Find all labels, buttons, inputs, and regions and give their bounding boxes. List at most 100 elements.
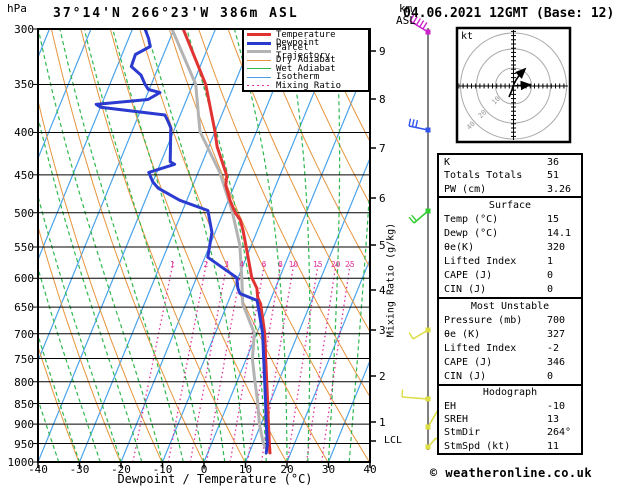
pressure-tick-label: 650 bbox=[14, 301, 34, 315]
table-row: StmDir 264° bbox=[439, 426, 581, 439]
table-row-label: PW (cm) bbox=[444, 183, 487, 195]
table-row-label: Pressure (mb) bbox=[444, 315, 523, 326]
km-tick-label: 7 bbox=[379, 142, 386, 155]
hodograph-storm-vector bbox=[512, 80, 532, 91]
temp-tick-label: -30 bbox=[69, 463, 90, 476]
wind-barb bbox=[408, 208, 431, 224]
legend-item-label: Dewpoint bbox=[276, 38, 320, 48]
mixing-ratio-value-label: 6 bbox=[261, 260, 267, 269]
legend-item: Wet Adiabat bbox=[247, 63, 368, 74]
table-row-label: θe (K) bbox=[444, 329, 481, 340]
legend-item: Temperature bbox=[247, 29, 368, 40]
legend-line-swatch bbox=[247, 85, 271, 86]
temp-tick-label: 30 bbox=[321, 463, 336, 476]
temperature-curve bbox=[181, 30, 272, 455]
table-row: EH -10 bbox=[439, 400, 581, 413]
temp-tick-label: 40 bbox=[363, 463, 377, 476]
table-row-value: 0 bbox=[547, 371, 554, 382]
legend-line-swatch bbox=[247, 76, 271, 78]
table-row-label: CIN (J) bbox=[444, 284, 487, 295]
table-section-header: Surface bbox=[488, 200, 532, 211]
table-row-value: 36 bbox=[547, 156, 560, 168]
legend-item: Dewpoint bbox=[247, 38, 368, 48]
table-row-value: 14.1 bbox=[547, 228, 572, 239]
table-row-label: Totals Totals bbox=[444, 170, 523, 181]
wind-barb-staff bbox=[401, 14, 445, 450]
parcel-trajectory-curve bbox=[170, 30, 272, 455]
table-row-value: 0 bbox=[547, 270, 554, 281]
pressure-tick-label: 300 bbox=[14, 23, 34, 36]
pressure-tick-label: 500 bbox=[14, 206, 34, 220]
legend-line-swatch bbox=[247, 33, 271, 36]
table-row-value: 346 bbox=[547, 357, 566, 368]
indices-table-section: Most Unstable Pressure (mb) 700 θe (K) 327 Li… bbox=[437, 297, 583, 386]
pressure-tick-label: 350 bbox=[14, 78, 34, 92]
legend-item: Parcel Trajectory bbox=[247, 43, 368, 60]
hodograph-unit-label: kt bbox=[461, 31, 474, 42]
indices-table-section: Surface Temp (°C) 15 Dewp (°C) 14.1 θe(K) 320 L… bbox=[437, 196, 583, 299]
lcl-label: LCL bbox=[384, 435, 403, 446]
station-title: 37°14'N 266°23'W 386m ASL bbox=[53, 6, 299, 21]
km-tick-label: 5 bbox=[379, 239, 386, 252]
plot-border bbox=[37, 28, 371, 463]
table-row-label: Lifted Index bbox=[444, 343, 517, 354]
hodograph-wind-trace bbox=[508, 67, 527, 98]
run-date-label: 04.06.2021 12GMT (Base: 12) bbox=[403, 6, 615, 21]
table-row: Lifted Index 1 bbox=[439, 255, 581, 268]
legend-item-label: Temperature bbox=[276, 29, 336, 40]
table-row-value: 3.26 bbox=[547, 183, 572, 195]
legend-line-swatch bbox=[247, 50, 271, 53]
hodograph-ring-label: 10 bbox=[490, 95, 502, 107]
km-tick-label: 2 bbox=[379, 370, 386, 383]
mixing-ratio-axis-label: Mixing Ratio (g/kg) bbox=[385, 222, 397, 338]
temp-tick-label: -20 bbox=[111, 463, 131, 476]
indices-tables: K 36 Totals Totals 51 PW (cm) 3.26 Surface Temp… bbox=[437, 153, 583, 455]
hodograph-ring-label: 20 bbox=[477, 108, 489, 120]
hodograph-ring-label: 40 bbox=[465, 120, 477, 132]
wind-barb bbox=[408, 118, 431, 133]
pressure-tick-label: 450 bbox=[14, 168, 34, 182]
wind-barb bbox=[401, 389, 431, 402]
legend-item-label: Wet Adiabat bbox=[276, 63, 336, 74]
pressure-tick-label: 700 bbox=[14, 327, 34, 341]
table-row: Temp (°C) 15 bbox=[439, 213, 581, 226]
pressure-tick-label: 550 bbox=[14, 240, 34, 254]
table-row-value: 15 bbox=[547, 214, 560, 225]
km-tick-label: 8 bbox=[379, 93, 386, 106]
table-row-label: CIN (J) bbox=[444, 371, 487, 382]
legend: Temperature Dewpoint Parcel Trajectory Dry … bbox=[242, 28, 370, 92]
table-row-label: CAPE (J) bbox=[444, 270, 493, 281]
sounding-curves bbox=[94, 30, 272, 455]
temp-tick-label: 20 bbox=[280, 463, 294, 476]
km-tick-label: 6 bbox=[379, 192, 386, 205]
copyright: © weatheronline.co.uk bbox=[429, 466, 593, 480]
table-row-label: StmDir bbox=[444, 427, 481, 439]
table-row-label: CAPE (J) bbox=[444, 357, 493, 368]
temp-tick-label: 10 bbox=[238, 463, 253, 476]
table-row: CAPE (J) 0 bbox=[439, 269, 581, 282]
table-row: CIN (J) 0 bbox=[439, 283, 581, 296]
table-row-label: Lifted Index bbox=[444, 256, 517, 267]
mixing-ratio-value-label: 15 bbox=[312, 260, 323, 269]
temp-tick-label: 0 bbox=[200, 463, 208, 476]
table-row: Dewp (°C) 14.1 bbox=[439, 227, 581, 240]
pressure-tick-label: 750 bbox=[14, 352, 34, 366]
legend-item: Dry Adiabat bbox=[247, 56, 368, 65]
table-row-label: EH bbox=[444, 400, 457, 412]
pressure-tick-label: 850 bbox=[14, 397, 34, 411]
pressure-gridlines bbox=[33, 28, 376, 468]
table-row-label: θe(K) bbox=[444, 242, 475, 253]
pressure-tick-label: 600 bbox=[14, 272, 34, 286]
legend-item: Isotherm bbox=[247, 72, 368, 82]
legend-line-swatch bbox=[247, 59, 271, 61]
table-row-label: Dewp (°C) bbox=[444, 228, 499, 239]
table-row-value: 13 bbox=[547, 413, 560, 425]
pressure-unit-label: hPa bbox=[7, 2, 27, 15]
table-row-label: K bbox=[444, 156, 451, 168]
table-row-value: 1 bbox=[547, 256, 554, 267]
table-row-value: 320 bbox=[547, 242, 566, 253]
table-row: θe(K) 320 bbox=[439, 241, 581, 254]
km-tick-label: 1 bbox=[379, 416, 386, 429]
legend-item-label: Isotherm bbox=[276, 72, 320, 82]
